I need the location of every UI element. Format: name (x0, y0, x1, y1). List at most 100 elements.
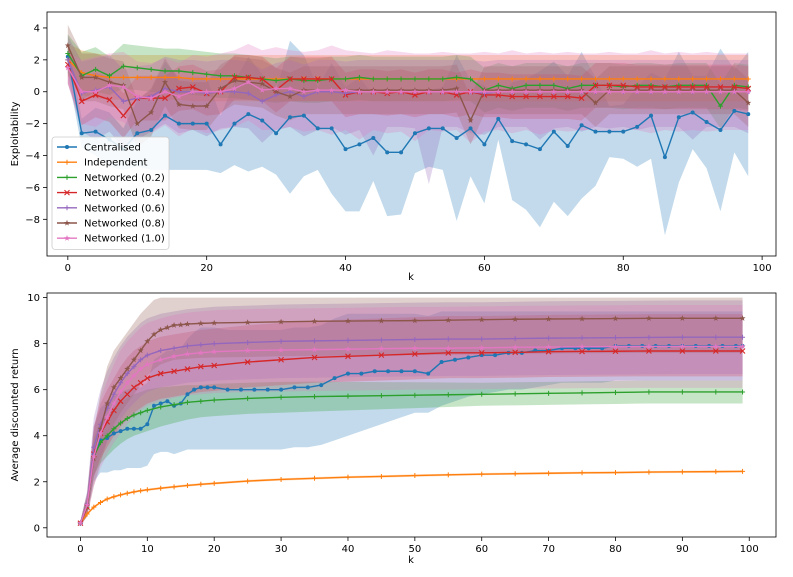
return-point-networked-0-4 (184, 366, 191, 372)
return-markers-networked-0-6 (77, 334, 746, 526)
return-point-centralised (265, 387, 270, 392)
exploitability-point-networked-0-8 (134, 120, 141, 127)
exploitability-point-networked-0-2 (218, 73, 224, 79)
exploitability-point-centralised (635, 124, 640, 129)
exploitability-point-networked-0-8 (148, 109, 155, 116)
exploitability-point-networked-1-0 (273, 85, 280, 92)
return-point-networked-0-6 (118, 380, 124, 386)
exploitability-point-networked-0-2 (134, 65, 140, 71)
exploitability-point-centralised (190, 121, 195, 126)
legend-marker-networked-0-4 (64, 189, 70, 196)
return-point-networked-0-8 (97, 425, 104, 432)
return-point-networked-1-0 (110, 400, 117, 407)
return-ylabel: Average discounted return (10, 348, 21, 481)
exploitability-point-networked-0-4 (564, 93, 571, 100)
return-point-networked-0-8 (164, 324, 171, 331)
exploitability-point-networked-1-0 (495, 88, 502, 95)
exploitability-point-centralised (468, 126, 473, 131)
legend-marker-centralised (65, 145, 69, 149)
exploitability-point-networked-1-0 (175, 93, 182, 100)
exploitability-point-networked-0-6 (259, 98, 265, 104)
exploitability-point-independent (190, 76, 196, 82)
exploitability-point-networked-0-2 (176, 68, 182, 74)
exploitability-point-centralised (218, 142, 223, 147)
exploitability-band-networked-0-6 (67, 35, 749, 185)
exploitability-point-networked-0-4 (189, 84, 196, 90)
exploitability-ylabel: Exploitability (10, 102, 21, 167)
return-point-networked-0-4 (545, 348, 552, 355)
return-point-networked-1-0 (244, 347, 251, 354)
exploitability-point-networked-1-0 (384, 88, 391, 95)
return-point-networked-0-6 (211, 341, 217, 347)
return-point-networked-0-8 (130, 356, 137, 363)
return-point-networked-1-0 (739, 343, 746, 349)
exploitability-point-networked-0-4 (92, 92, 99, 98)
return-point-centralised (426, 371, 431, 376)
return-point-networked-1-0 (171, 353, 178, 359)
return-xtick-label: 40 (342, 544, 355, 555)
return-point-centralised (192, 387, 197, 392)
exploitability-point-networked-0-2 (356, 74, 362, 80)
return-point-networked-0-2 (104, 433, 110, 439)
return-point-centralised (466, 355, 471, 360)
return-point-networked-1-0 (344, 345, 352, 352)
return-point-centralised (332, 376, 337, 381)
exploitability-point-networked-1-0 (203, 88, 210, 95)
exploitability-point-networked-0-2 (162, 68, 168, 74)
return-point-networked-0-6 (138, 357, 144, 363)
exploitability-markers-networked-0-2 (65, 50, 751, 109)
exploitability-xtick-label: 60 (478, 263, 491, 274)
return-point-independent (91, 504, 97, 510)
return-band-networked-0-6 (80, 300, 743, 526)
return-point-networked-0-8 (545, 315, 552, 322)
return-xtick-label: 60 (475, 544, 488, 555)
return-point-networked-0-8 (478, 316, 485, 323)
return-point-networked-1-0 (512, 344, 519, 350)
exploitability-point-centralised (288, 115, 292, 120)
return-point-independent (679, 469, 685, 475)
return-point-networked-0-6 (144, 352, 150, 358)
return-point-networked-0-2 (211, 397, 217, 403)
exploitability-ytick-label: −6 (25, 183, 40, 194)
exploitability-point-centralised (371, 135, 376, 140)
return-markers-networked-0-2 (77, 389, 746, 526)
exploitability-point-networked-0-4 (300, 76, 307, 82)
exploitability-band-networked-0-2 (67, 34, 749, 129)
exploitability-point-networked-1-0 (356, 88, 363, 95)
return-point-networked-0-4 (137, 379, 144, 386)
return-point-networked-0-2 (98, 440, 104, 446)
exploitability-point-networked-1-0 (92, 88, 99, 95)
exploitability-point-independent (634, 76, 640, 82)
return-point-networked-0-2 (445, 392, 451, 398)
return-point-centralised (386, 369, 391, 374)
exploitability-point-centralised (412, 131, 417, 136)
exploitability-point-networked-1-0 (148, 94, 155, 101)
return-point-networked-0-2 (546, 390, 552, 396)
return-point-networked-0-2 (171, 402, 177, 408)
return-point-independent (138, 488, 144, 494)
return-point-networked-0-4 (478, 349, 485, 356)
return-point-networked-1-0 (579, 343, 586, 350)
return-point-networked-1-0 (679, 343, 686, 349)
exploitability-point-networked-0-4 (259, 76, 266, 82)
return-point-networked-0-2 (124, 415, 130, 421)
return-point-centralised (252, 387, 257, 392)
exploitability-point-networked-1-0 (106, 82, 113, 88)
exploitability-point-networked-0-8 (189, 102, 196, 109)
exploitability-ytick-label: 4 (34, 23, 40, 34)
return-point-centralised (212, 385, 217, 390)
exploitability-point-networked-0-8 (203, 102, 210, 109)
return-point-networked-0-2 (646, 389, 652, 395)
return-point-independent (98, 499, 104, 505)
exploitability-point-networked-0-8 (64, 42, 71, 49)
legend-marker-networked-0-6 (64, 205, 70, 211)
return-subplot: 0 10 20 30 40 50 60 70 80 90 100 0 2 4 6 8 10 k Average … (10, 292, 777, 566)
return-point-networked-0-8 (104, 400, 111, 407)
return-point-networked-0-6 (479, 336, 485, 342)
exploitability-point-networked-1-0 (689, 88, 696, 95)
exploitability-point-centralised (426, 126, 431, 131)
exploitability-point-centralised (135, 131, 140, 136)
return-point-centralised (359, 371, 364, 376)
exploitability-xtick-label: 20 (200, 263, 213, 274)
return-point-independent (171, 484, 177, 490)
